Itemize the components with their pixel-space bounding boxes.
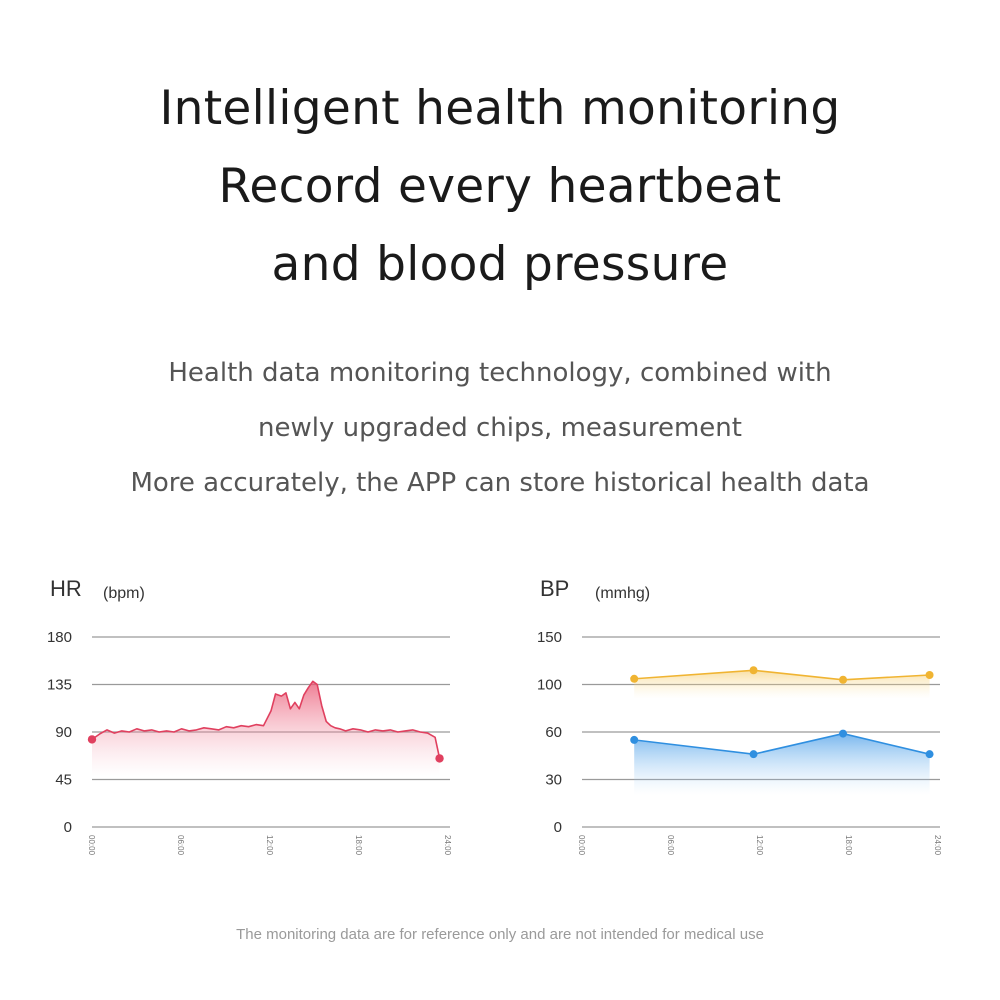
bp-y-tick-label: 100 xyxy=(537,677,562,694)
bp-x-tick-label: 06:00 xyxy=(666,835,675,856)
heart-rate-chart: HR (bpm) 0 45 90 135 180 00:00 06:00 12:00 18:0… xyxy=(47,576,452,856)
blood-pressure-chart: BP (mmhg) 0 30 60 100 150 00:00 06:00 12:00 18:… xyxy=(537,576,942,856)
hr-y-tick-label: 135 xyxy=(47,677,72,694)
disclaimer: The monitoring data are for reference on… xyxy=(236,926,764,943)
hr-data-point xyxy=(435,754,444,763)
bp-data-point xyxy=(630,735,639,744)
hr-chart-unit: (bpm) xyxy=(103,585,145,602)
bp-data-point xyxy=(925,750,934,759)
headline: Intelligent health monitoring Record eve… xyxy=(0,70,1000,304)
hr-x-tick-label: 06:00 xyxy=(176,835,185,856)
hr-x-tick-label: 00:00 xyxy=(87,835,96,856)
bp-x-tick-label: 24:00 xyxy=(933,835,942,856)
subtitle-line-2: newly upgraded chips, measurement xyxy=(258,413,742,443)
bp-data-point xyxy=(839,675,848,684)
hr-area-fill xyxy=(92,681,440,777)
bp-chart-unit: (mmhg) xyxy=(595,585,650,602)
bp-data-point xyxy=(749,750,758,759)
headline-line-3: and blood pressure xyxy=(271,237,729,292)
hr-x-tick-label: 12:00 xyxy=(265,835,274,856)
bp-y-tick-label: 0 xyxy=(554,819,562,836)
bp-chart-title: BP xyxy=(540,576,569,601)
charts-area: HR (bpm) 0 45 90 135 180 00:00 06:00 12:00 18:0… xyxy=(47,576,942,856)
hr-y-tick-label: 180 xyxy=(47,629,72,646)
subtitle: Health data monitoring technology, combi… xyxy=(0,346,1000,511)
hr-y-tick-label: 45 xyxy=(55,772,72,789)
bp-x-tick-label: 12:00 xyxy=(755,835,764,856)
subtitle-line-3: More accurately, the APP can store histo… xyxy=(130,468,870,498)
bp-x-tick-label: 00:00 xyxy=(577,835,586,856)
hr-data-point xyxy=(87,735,97,744)
bp-x-tick-label: 18:00 xyxy=(844,835,853,856)
bp-data-point xyxy=(839,729,848,738)
hr-series-line xyxy=(91,680,441,759)
hr-y-tick-label: 90 xyxy=(55,724,72,741)
hr-chart-title: HR xyxy=(50,576,82,601)
bp-area-fill-0 xyxy=(634,670,930,699)
hr-x-tick-label: 18:00 xyxy=(354,835,363,856)
bp-data-point xyxy=(749,666,758,675)
hr-x-tick-label: 24:00 xyxy=(443,835,452,856)
bp-data-point xyxy=(925,671,934,679)
bp-series-line-0 xyxy=(634,669,930,681)
headline-line-1: Intelligent health monitoring xyxy=(159,81,841,136)
subtitle-line-1: Health data monitoring technology, combi… xyxy=(168,358,832,388)
headline-line-2: Record every heartbeat xyxy=(218,159,782,214)
bp-y-tick-label: 60 xyxy=(545,724,562,741)
bp-series-line-1 xyxy=(634,732,930,756)
bp-y-tick-label: 150 xyxy=(537,629,562,646)
hr-y-tick-label: 0 xyxy=(64,819,72,836)
bp-y-tick-label: 30 xyxy=(545,772,562,789)
bp-data-point xyxy=(630,674,639,683)
